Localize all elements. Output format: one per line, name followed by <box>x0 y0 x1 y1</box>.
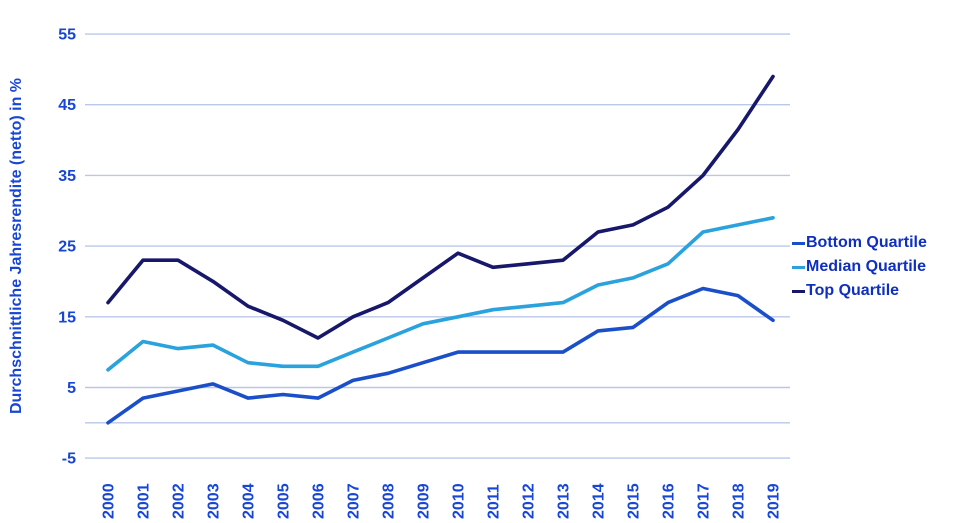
legend: Bottom Quartile Median Quartile Top Quar… <box>792 231 927 303</box>
legend-item-bottom-quartile: Bottom Quartile <box>792 231 927 255</box>
x-tick-label: 2015 <box>626 483 643 519</box>
y-tick-label: 25 <box>58 239 76 256</box>
legend-line-swatch-median <box>792 265 805 269</box>
x-tick-label: 2005 <box>276 483 293 519</box>
x-tick-label: 2000 <box>101 483 118 519</box>
y-tick-label: 45 <box>58 97 76 114</box>
y-axis-title: Durchschnittliche Jahresrendite (netto) … <box>8 78 25 414</box>
series-line-top-quartile <box>106 74 775 340</box>
x-tick-label: 2011 <box>486 484 503 519</box>
x-tick-label: 2016 <box>661 483 678 519</box>
legend-label-median: Median Quartile <box>806 258 927 275</box>
legend-item-median-quartile: Median Quartile <box>792 255 927 279</box>
x-tick-label: 2004 <box>241 483 258 519</box>
y-tick-label: 15 <box>58 309 76 326</box>
x-tick-label: 2019 <box>766 483 783 519</box>
x-tick-label: 2002 <box>171 483 188 519</box>
y-tick-label: 55 <box>58 27 76 44</box>
x-tick-label: 2012 <box>521 483 538 519</box>
x-tick-label: 2008 <box>381 483 398 519</box>
x-tick-label: 2018 <box>731 483 748 519</box>
x-tick-label: 2006 <box>311 483 328 519</box>
x-tick-label: 2014 <box>591 483 608 519</box>
gridlines <box>85 33 790 459</box>
x-tick-label: 2010 <box>451 483 468 519</box>
legend-line-swatch-top <box>792 289 805 293</box>
x-tick-label: 2009 <box>416 483 433 519</box>
x-tick-label: 2001 <box>136 483 153 519</box>
x-tick-label: 2013 <box>556 483 573 519</box>
legend-label-top: Top Quartile <box>806 282 900 299</box>
y-tick-label: 35 <box>58 168 76 185</box>
x-tick-label: 2003 <box>206 483 223 519</box>
x-tick-label: 2007 <box>346 483 363 519</box>
series-line-median-quartile <box>106 216 775 372</box>
x-tick-label: 2017 <box>696 483 713 519</box>
y-axis-tick-labels: 55 45 35 25 15 5 -5 <box>58 27 76 468</box>
y-tick-label: 5 <box>67 380 76 397</box>
legend-label-bottom: Bottom Quartile <box>806 234 927 251</box>
series-lines <box>106 74 775 425</box>
legend-item-top-quartile: Top Quartile <box>792 279 927 303</box>
y-tick-label: -5 <box>62 451 76 468</box>
x-axis-tick-labels: 2000 2001 2002 2003 2004 2005 2006 2007 2008 2009… <box>101 483 783 519</box>
series-line-bottom-quartile <box>106 286 775 425</box>
legend-line-swatch-bottom <box>792 241 805 245</box>
